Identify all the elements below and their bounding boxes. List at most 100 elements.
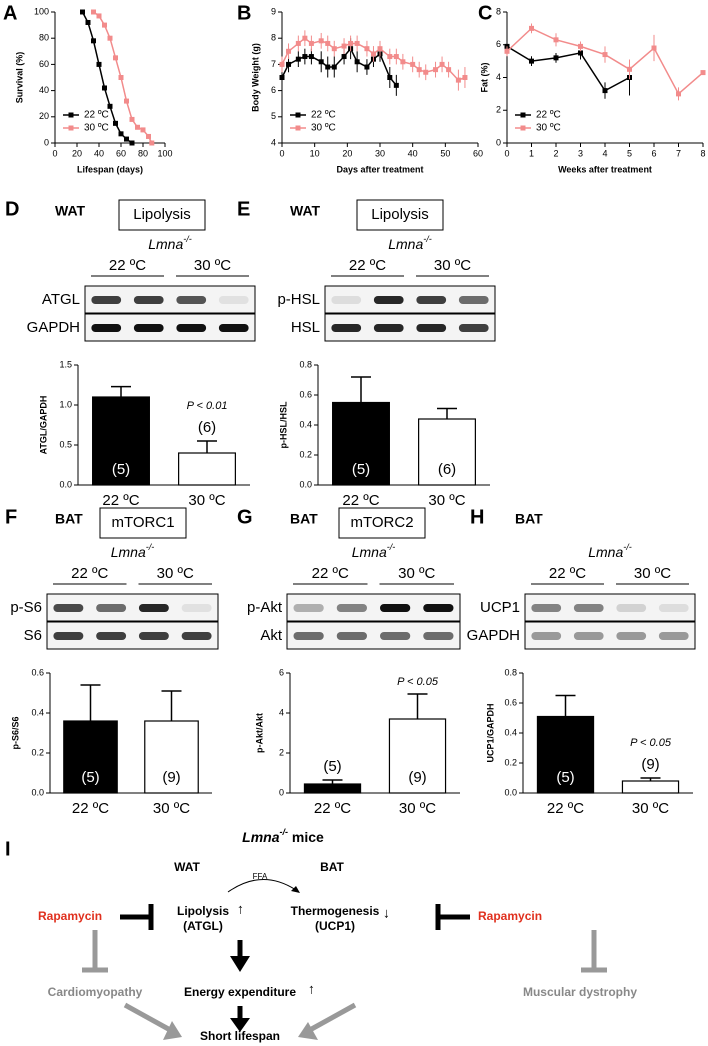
legend-marker: [520, 112, 526, 118]
point: [387, 54, 393, 60]
y-tick-label: 0.2: [31, 747, 44, 757]
blot-title-box: [356, 199, 444, 231]
title-gene: Lmna: [242, 829, 280, 845]
blot-band: [458, 324, 489, 332]
bar: [536, 715, 595, 794]
x-tick-label: 6: [651, 148, 656, 158]
x-tick-label: 30: [375, 148, 385, 158]
legend-marker: [295, 112, 301, 118]
group-label: 22 ºC: [71, 565, 108, 582]
genotype-sup: -/-: [387, 542, 396, 552]
y-axis-label: UCP1/GAPDH: [485, 703, 495, 762]
legend-label: 22 ºC: [536, 110, 561, 121]
spacer: [322, 1005, 552, 1031]
point: [651, 45, 657, 51]
y-tick-label: 0.0: [59, 479, 72, 489]
point: [107, 103, 113, 109]
point: [439, 61, 445, 67]
point: [302, 54, 308, 60]
arrowhead: [230, 1018, 250, 1032]
point: [341, 54, 347, 60]
point: [146, 133, 151, 139]
y-tick-label: 0.2: [504, 757, 517, 767]
y-tick-label: 0: [44, 137, 49, 147]
bar: [388, 718, 447, 794]
blot-row-label: p-Akt: [247, 599, 283, 616]
genotype-sup: -/-: [183, 234, 192, 244]
blot-row-label: HSL: [291, 319, 320, 336]
blot-title: mTORC2: [350, 514, 413, 531]
point: [149, 140, 155, 146]
point: [85, 19, 91, 25]
rapamycin-left: Rapamycin: [38, 909, 102, 923]
blot-band: [176, 296, 207, 304]
x-tick-label: 100: [157, 148, 172, 158]
blot-band: [373, 296, 404, 304]
bar: [621, 780, 680, 794]
blot-band: [416, 324, 447, 332]
x-tick-label: 1: [529, 148, 534, 158]
y-tick-label: 20: [39, 111, 49, 121]
y-tick-label: 0.5: [59, 439, 72, 449]
blot-band: [138, 604, 169, 612]
tissue-label: BAT: [290, 511, 318, 527]
n-label: (5): [112, 461, 130, 478]
group-label: 30 ºC: [157, 565, 194, 582]
point: [354, 59, 360, 65]
y-tick-label: 6: [271, 85, 276, 95]
tissue-label: WAT: [290, 203, 321, 219]
blot-band: [218, 324, 249, 332]
x-tick-label: 50: [440, 148, 450, 158]
legend-marker: [520, 125, 526, 131]
point: [279, 61, 285, 67]
point: [410, 61, 416, 67]
group-label: 30 ºC: [398, 565, 435, 582]
point: [331, 46, 337, 52]
blot-title-box: [338, 507, 426, 539]
point: [325, 40, 331, 46]
x-tick-label: 3: [578, 148, 583, 158]
bar: [63, 720, 118, 794]
n-label: (6): [198, 419, 216, 436]
x-tick-label: 8: [700, 148, 705, 158]
lipolysis: Lipolysis: [177, 904, 229, 918]
n-label: (9): [408, 769, 426, 786]
y-tick-label: 7: [271, 59, 276, 69]
point: [553, 55, 559, 61]
point: [96, 61, 102, 67]
legend-label: 22 ºC: [84, 110, 109, 121]
blot-frame: [524, 621, 696, 650]
blot-band: [573, 604, 604, 612]
point: [308, 54, 314, 60]
blot-band: [181, 632, 212, 640]
x-tick-label: 7: [676, 148, 681, 158]
rapamycin-right: Rapamycin: [478, 909, 542, 923]
x-axis-label: Lifespan (days): [77, 164, 143, 174]
genotype: Lmna-/-: [148, 234, 192, 251]
title-sup: -/-: [280, 827, 289, 837]
genotype-name: Lmna: [111, 544, 146, 560]
y-tick-label: 0.6: [299, 389, 312, 399]
point: [80, 9, 85, 15]
genotype-name: Lmna: [388, 236, 423, 252]
blot-row-label: p-HSL: [277, 291, 320, 308]
point: [700, 70, 706, 76]
panel-letter: D: [5, 198, 19, 220]
point: [370, 51, 376, 57]
blot-band: [658, 604, 689, 612]
ffa-arrow: [227, 879, 297, 893]
tissue-label: BAT: [55, 511, 83, 527]
muscular-dystrophy: Muscular dystrophy: [523, 985, 637, 999]
x-tick-label: 40: [408, 148, 418, 158]
x-tick-label: 0: [279, 148, 284, 158]
y-axis-label: p-S6/S6: [10, 716, 20, 749]
series-line: [81, 11, 133, 144]
blot-row-label: Akt: [260, 627, 283, 644]
point: [377, 46, 383, 52]
point: [455, 77, 461, 83]
x-tick-label: 30 ºC: [188, 492, 225, 509]
blot-row-label: GAPDH: [467, 627, 520, 644]
x-tick-label: 0: [504, 148, 509, 158]
y-axis-label: p-HSL/HSL: [278, 401, 288, 448]
blot-band: [379, 632, 411, 640]
